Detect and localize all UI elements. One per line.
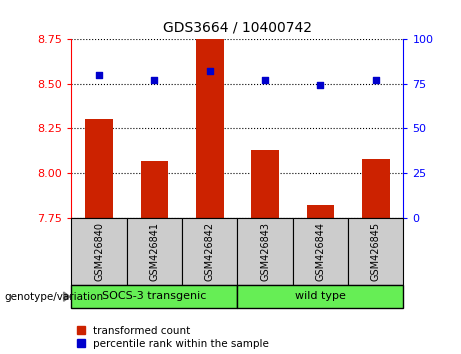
Bar [237,218,293,285]
Bar [71,218,127,285]
Bar [71,285,237,308]
Bar [237,285,403,308]
Bar [307,205,334,218]
Title: GDS3664 / 10400742: GDS3664 / 10400742 [163,21,312,35]
Point [317,82,324,88]
Bar [293,218,348,285]
Legend: transformed count, percentile rank within the sample: transformed count, percentile rank withi… [77,326,269,349]
Text: GSM426842: GSM426842 [205,222,215,281]
Bar [141,160,168,218]
Point [206,68,213,74]
Point [372,77,379,83]
Point [151,77,158,83]
Bar [348,218,403,285]
Text: GSM426841: GSM426841 [149,222,160,281]
Text: wild type: wild type [295,291,346,302]
Bar [196,12,224,218]
Text: genotype/variation: genotype/variation [5,292,104,302]
Point [95,72,103,78]
Text: GSM426840: GSM426840 [94,222,104,281]
Bar [251,150,279,218]
Text: GSM426845: GSM426845 [371,222,381,281]
Text: SOCS-3 transgenic: SOCS-3 transgenic [102,291,207,302]
Bar [182,218,237,285]
Bar [127,218,182,285]
Text: GSM426843: GSM426843 [260,222,270,281]
Bar [362,159,390,218]
Text: GSM426844: GSM426844 [315,222,325,281]
Bar [85,119,113,218]
Point [261,77,269,83]
